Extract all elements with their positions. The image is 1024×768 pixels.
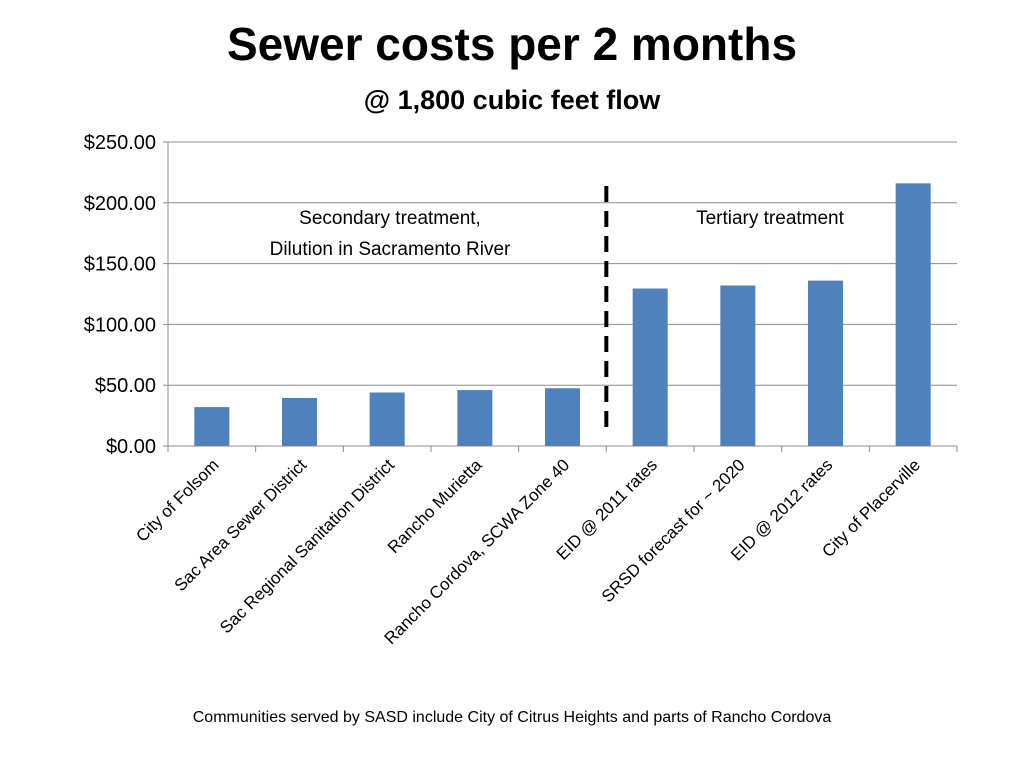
annotation-secondary-line2: Dilution in Sacramento River bbox=[270, 239, 511, 260]
chart-title: Sewer costs per 2 months bbox=[226, 18, 798, 70]
x-tick-label: SRSD forecast for ~ 2020 bbox=[598, 455, 749, 606]
y-tick-label: $0.00 bbox=[106, 436, 156, 458]
bar bbox=[369, 392, 405, 446]
footnote: Communities served by SASD include City … bbox=[192, 709, 832, 726]
x-tick-label: Rancho Cordova, SCWA Zone 40 bbox=[381, 455, 574, 648]
annotation-secondary-line1: Secondary treatment, bbox=[299, 208, 481, 229]
y-tick-label: $200.00 bbox=[84, 193, 156, 215]
bars bbox=[194, 183, 931, 446]
bar bbox=[720, 285, 756, 446]
bar bbox=[545, 388, 580, 446]
y-tick-label: $50.00 bbox=[95, 375, 156, 397]
bar bbox=[632, 288, 668, 446]
x-tick-label: Rancho Murietta bbox=[384, 455, 486, 557]
bar bbox=[895, 183, 931, 446]
x-tick-label: City of Placerville bbox=[818, 455, 924, 561]
y-tick-label: $100.00 bbox=[84, 314, 156, 336]
chart-subtitle: @ 1,800 cubic feet flow bbox=[363, 85, 661, 115]
y-tick-label: $150.00 bbox=[84, 254, 156, 276]
bar-chart: $0.00$50.00$100.00$150.00$200.00$250.00 … bbox=[84, 132, 958, 648]
bar bbox=[457, 390, 493, 446]
bar bbox=[282, 397, 317, 446]
bar bbox=[194, 407, 230, 446]
bar bbox=[808, 280, 843, 446]
y-tick-label: $250.00 bbox=[84, 132, 156, 154]
x-tick-label: Sac Regional Sanitation District bbox=[216, 455, 398, 637]
y-tick-labels: $0.00 $50.00 $100.00 $150.00 $200.00 $250.00 bbox=[84, 132, 156, 458]
annotation-tertiary: Tertiary treatment bbox=[696, 208, 845, 229]
x-tick-label: City of Folsom bbox=[132, 455, 222, 545]
